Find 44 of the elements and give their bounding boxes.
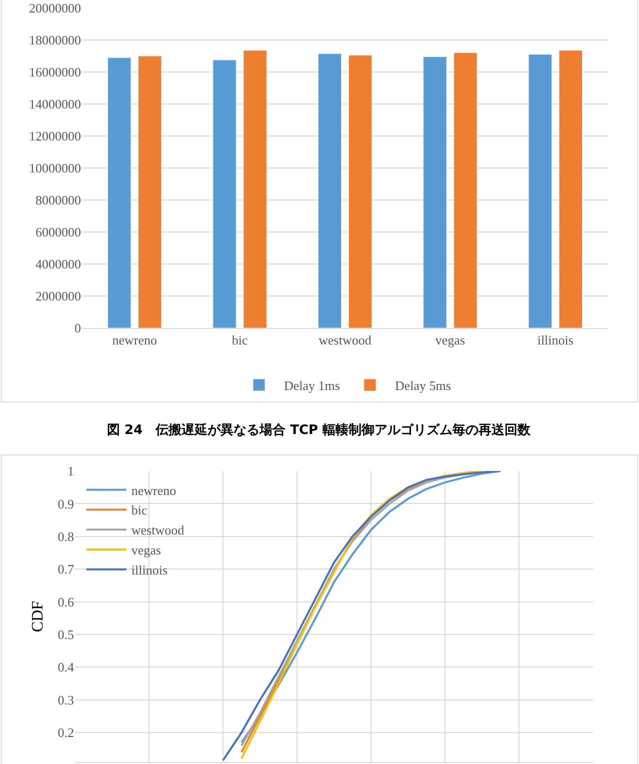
y-tick-label: 0.8 (58, 528, 74, 544)
bar (108, 57, 132, 328)
y-tick-label: 0.4 (58, 660, 74, 675)
legend-label: Delay 1ms (284, 378, 340, 394)
y-tick-label: 10000000 (29, 160, 81, 176)
y-tick-label: 20000000 (29, 0, 81, 16)
bar (558, 50, 582, 328)
bar (318, 53, 342, 328)
y-tick-label: 6000000 (36, 224, 81, 240)
y-tick-label: 12000000 (29, 128, 81, 144)
y-tick-label: 0.6 (58, 594, 74, 610)
bar (138, 56, 162, 328)
x-tick-label: illinois (537, 332, 574, 348)
y-tick-label: 2000000 (36, 288, 81, 304)
y-tick-label: 0.3 (58, 692, 74, 708)
y-tick-label: 0 (74, 320, 81, 336)
y-tick-label: 18000000 (29, 32, 81, 48)
y-tick-label: 4000000 (36, 256, 81, 272)
legend-label: illinois (131, 562, 168, 578)
y-tick-label: 1 (68, 464, 74, 479)
y-tick-label: 0.2 (58, 725, 74, 740)
y-tick-label: 0.5 (58, 627, 74, 642)
y-tick-label: 14000000 (29, 96, 81, 112)
bar (454, 52, 478, 328)
y-tick-label: 8000000 (36, 192, 81, 208)
y-axis-title: CDF (30, 600, 47, 632)
bar (243, 50, 267, 328)
legend-label: vegas (131, 542, 161, 558)
bar (212, 60, 236, 328)
legend-label: newreno (131, 482, 176, 498)
x-tick-label: westwood (318, 332, 372, 348)
caption: 図 24 伝搬遅延が異なる場合 TCP 輻輳制御アルゴリズム毎の再送回数 (107, 422, 532, 438)
y-tick-label: 16000000 (29, 64, 81, 80)
x-tick-label: newreno (112, 332, 157, 348)
bar (348, 54, 372, 328)
legend-label: bic (131, 502, 148, 518)
x-tick-label: bic (232, 332, 248, 348)
bar (528, 54, 552, 328)
y-tick-label: 0.7 (58, 562, 74, 577)
legend-label: Delay 5ms (394, 378, 451, 394)
bar (423, 56, 447, 328)
x-tick-label: vegas (435, 332, 466, 348)
y-tick-label: 0.9 (58, 496, 74, 512)
legend-label: westwood (131, 522, 185, 538)
